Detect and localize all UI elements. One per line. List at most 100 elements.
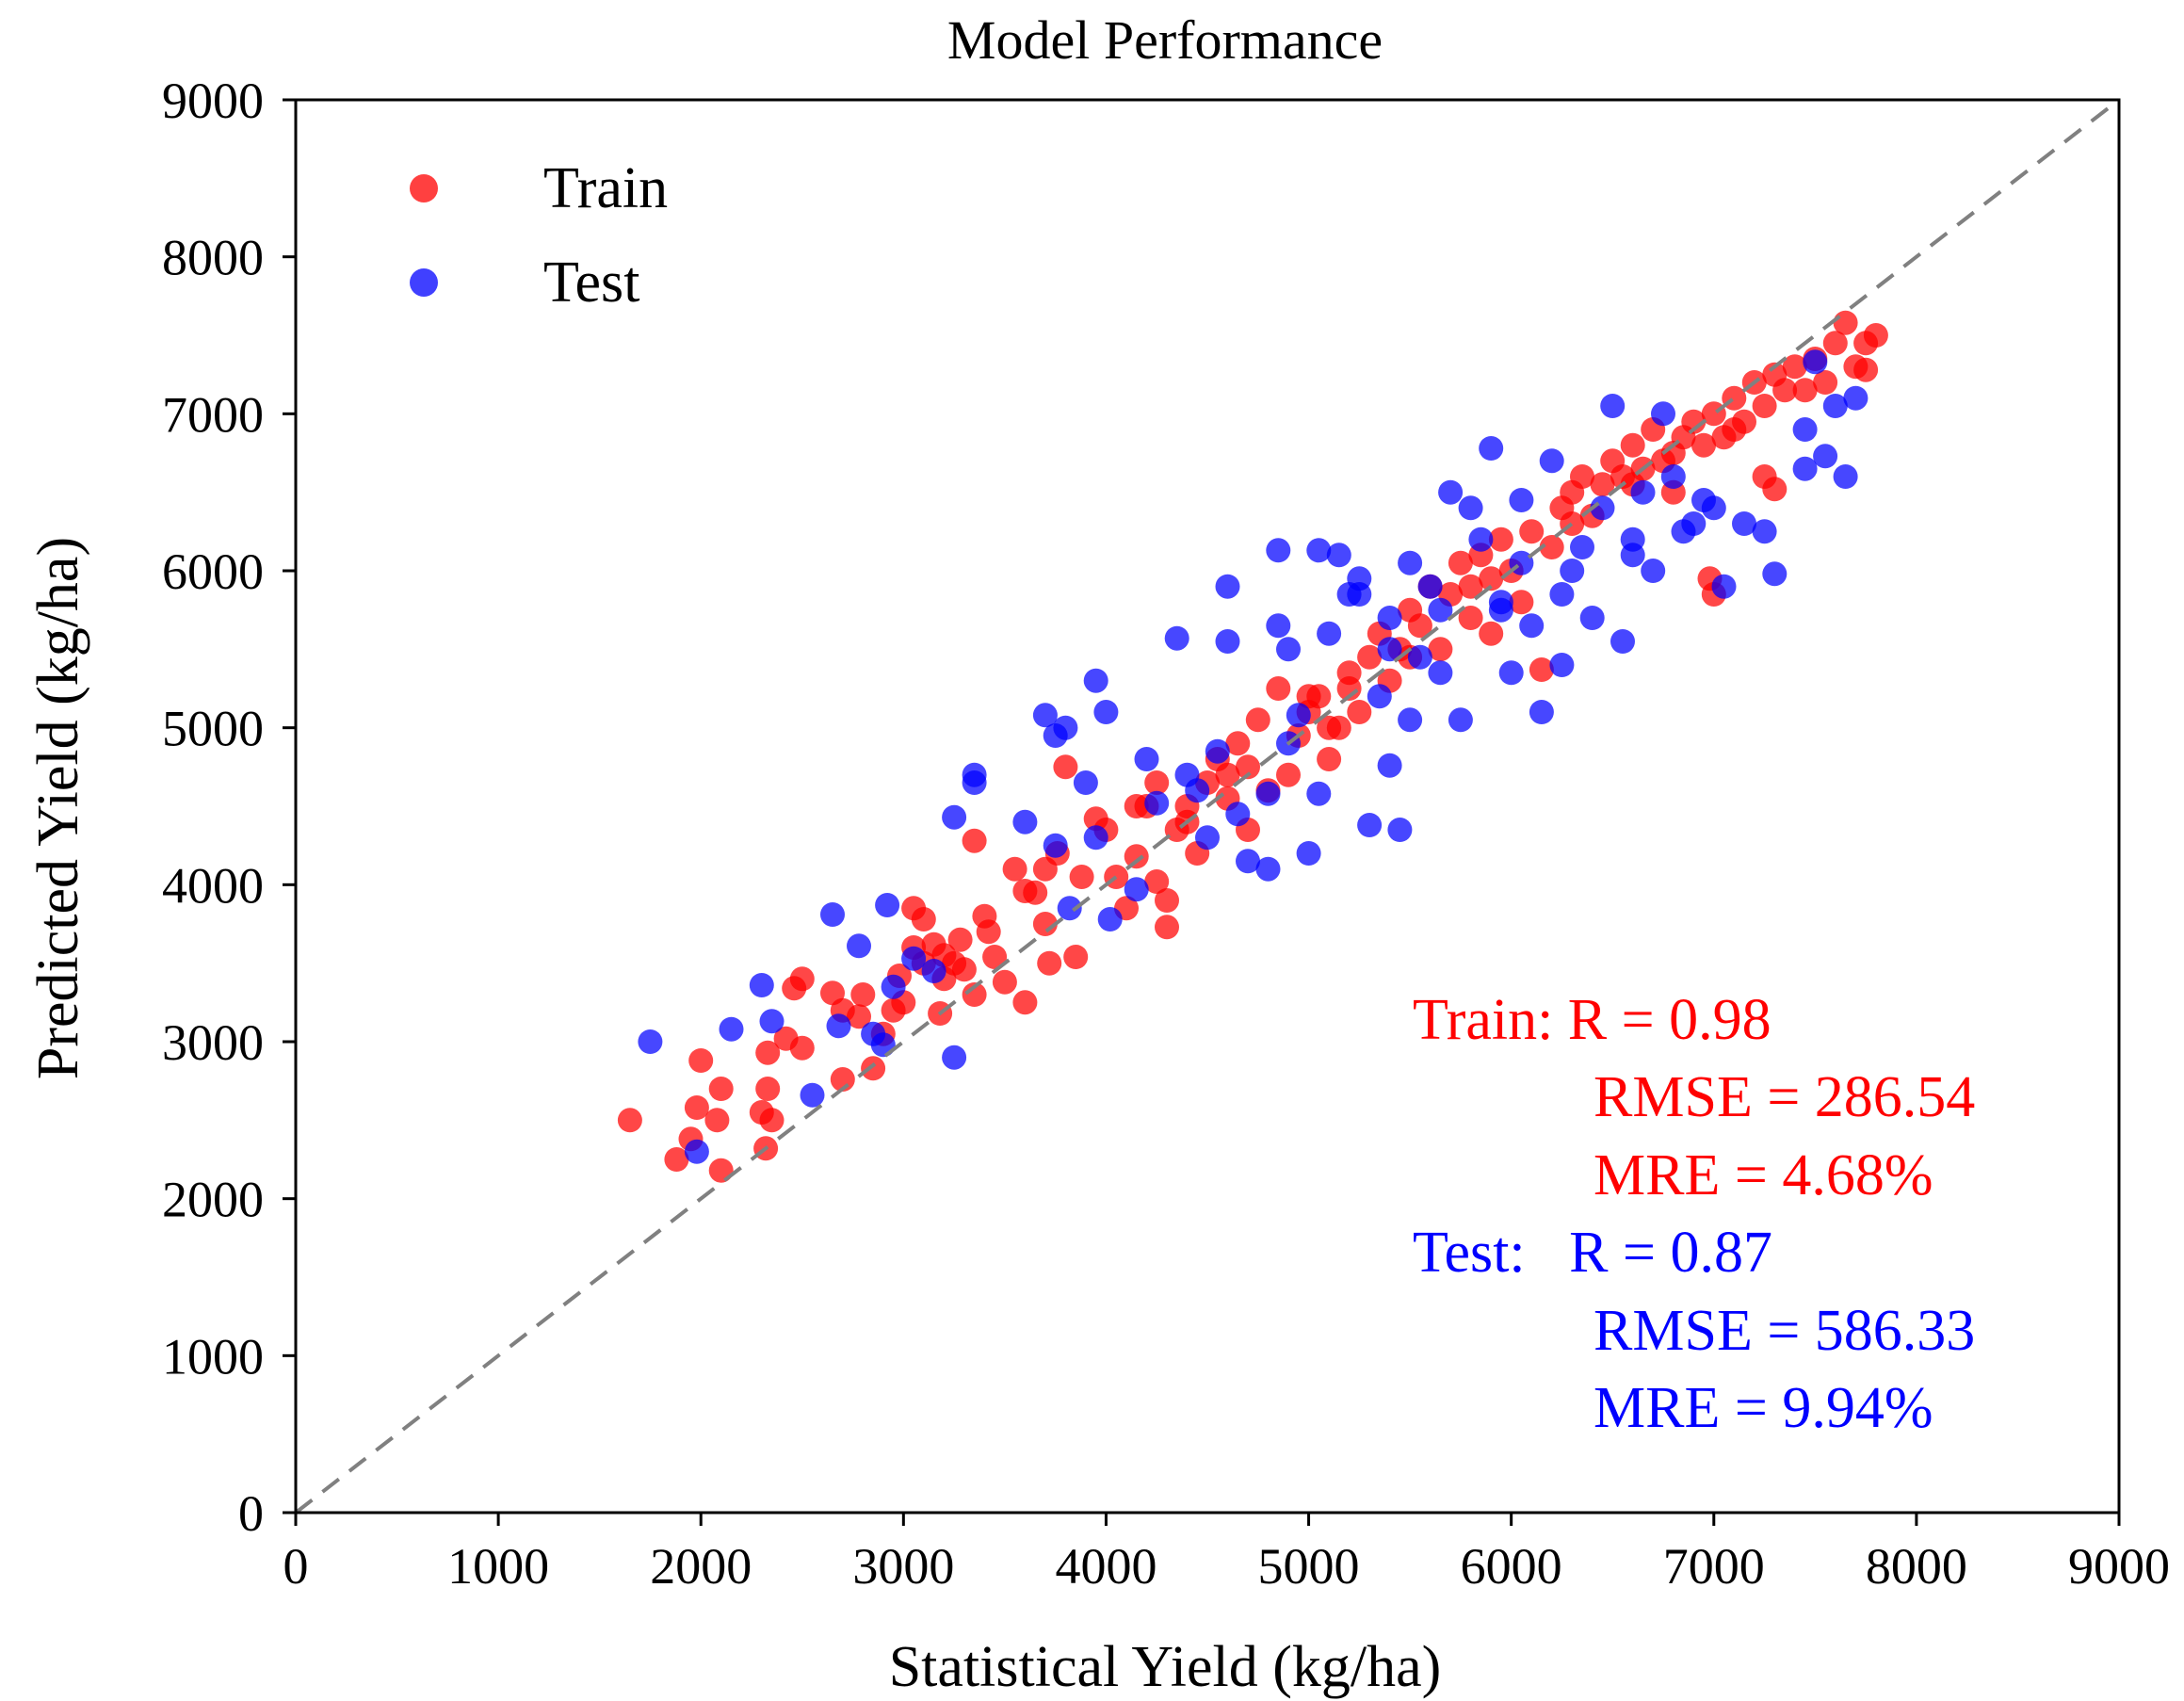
test-point-71 <box>1529 700 1554 724</box>
test-point-12 <box>881 974 906 999</box>
legend: Train Test <box>410 156 668 315</box>
train-point-93 <box>1479 566 1504 591</box>
train-point-51 <box>1063 945 1089 969</box>
train-point-80 <box>1347 700 1372 724</box>
test-point-99 <box>1792 417 1818 442</box>
train-point-70 <box>1245 707 1270 733</box>
x-tick-label-7: 7000 <box>1663 1538 1765 1595</box>
x-tick-label-0: 0 <box>283 1538 309 1595</box>
train-r-annotation: Train: R = 0.98 <box>1413 988 1771 1052</box>
train-point-98 <box>1529 657 1554 682</box>
train-point-152 <box>1479 621 1504 646</box>
train-point-113 <box>1681 409 1707 434</box>
test-point-42 <box>1255 781 1281 806</box>
train-point-141 <box>1215 762 1240 787</box>
test-point-56 <box>1377 753 1402 778</box>
test-point-90 <box>1732 511 1756 536</box>
test-point-60 <box>1417 574 1443 599</box>
x-tick-label-5: 5000 <box>1258 1538 1360 1595</box>
train-point-0 <box>617 1108 642 1133</box>
train-point-145 <box>1722 417 1747 442</box>
test-point-0 <box>638 1029 663 1054</box>
test-point-37 <box>1205 738 1230 764</box>
series-test <box>638 349 1869 1164</box>
test-point-8 <box>847 933 871 959</box>
train-point-10 <box>755 1077 781 1101</box>
test-point-61 <box>1428 660 1453 686</box>
y-tick-label-9: 9000 <box>162 73 264 129</box>
y-tick-label-3: 3000 <box>162 1014 264 1071</box>
train-point-143 <box>1660 441 1686 465</box>
test-point-63 <box>1448 707 1473 733</box>
test-point-94 <box>1803 349 1828 375</box>
y-tick-label-5: 5000 <box>162 701 264 757</box>
train-point-7 <box>708 1158 734 1183</box>
test-point-27 <box>1083 825 1108 850</box>
train-point-96 <box>1509 590 1534 615</box>
train-point-37 <box>951 957 977 982</box>
y-tick-label-6: 6000 <box>162 543 264 600</box>
test-point-51 <box>1326 543 1351 568</box>
test-point-83 <box>1651 401 1675 427</box>
train-point-16 <box>789 966 815 992</box>
test-point-77 <box>1590 495 1615 521</box>
train-point-123 <box>1782 354 1807 380</box>
test-rmse-annotation: RMSE = 586.33 <box>1594 1299 1975 1363</box>
train-point-99 <box>1539 535 1564 559</box>
test-point-69 <box>1509 488 1534 512</box>
test-point-72 <box>1539 448 1564 474</box>
train-point-14 <box>789 1035 815 1061</box>
train-point-122 <box>1772 378 1798 403</box>
test-point-19 <box>1012 809 1038 834</box>
test-point-49 <box>1306 781 1332 806</box>
legend-marker-train <box>410 174 438 202</box>
test-point-97 <box>1833 464 1858 489</box>
train-point-90 <box>1448 550 1473 575</box>
test-point-6 <box>820 902 845 927</box>
test-point-93 <box>1792 456 1818 481</box>
y-axis-ticks: 0 1000 2000 3000 4000 5000 6000 7000 8000 9000 <box>162 73 296 1542</box>
train-point-20 <box>847 1004 871 1029</box>
test-point-64 <box>1458 495 1483 521</box>
train-point-114 <box>1691 432 1716 458</box>
test-point-45 <box>1276 637 1301 662</box>
y-tick-label-4: 4000 <box>162 857 264 914</box>
train-point-50 <box>1053 754 1078 780</box>
test-point-38 <box>1215 574 1240 599</box>
test-point-54 <box>1357 813 1383 837</box>
train-point-6 <box>708 1077 734 1101</box>
train-point-138 <box>1296 684 1321 709</box>
y-tick-label-2: 2000 <box>162 1172 264 1228</box>
train-point-104 <box>1590 472 1615 497</box>
train-point-39 <box>962 828 987 853</box>
test-point-44 <box>1266 538 1291 563</box>
train-point-86 <box>1407 613 1432 639</box>
train-point-38 <box>962 982 987 1007</box>
metrics-annotations: Train: R = 0.98 RMSE = 286.54 MRE = 4.68… <box>1413 988 1975 1440</box>
train-point-21 <box>850 982 876 1007</box>
test-point-59 <box>1407 644 1432 670</box>
test-point-1 <box>684 1139 709 1164</box>
train-point-41 <box>976 919 1001 945</box>
test-point-41 <box>1255 856 1281 882</box>
test-point-29 <box>1097 907 1123 932</box>
train-point-132 <box>1853 357 1879 382</box>
test-point-62 <box>1438 479 1464 505</box>
train-point-81 <box>1357 644 1383 670</box>
train-point-120 <box>1752 394 1777 418</box>
legend-label-test: Test <box>543 251 639 315</box>
test-point-86 <box>1681 511 1707 536</box>
test-point-23 <box>1057 896 1082 921</box>
test-point-47 <box>1296 841 1321 866</box>
test-point-57 <box>1387 818 1413 842</box>
test-point-55 <box>1377 606 1402 630</box>
test-point-16 <box>942 1045 967 1070</box>
train-point-128 <box>1833 310 1858 335</box>
train-point-43 <box>992 969 1017 995</box>
train-point-22 <box>861 1056 886 1081</box>
train-point-57 <box>1124 844 1149 869</box>
test-point-31 <box>1124 877 1149 902</box>
train-point-12 <box>755 1040 781 1065</box>
test-point-82 <box>1641 559 1666 583</box>
test-point-98 <box>1843 385 1869 411</box>
